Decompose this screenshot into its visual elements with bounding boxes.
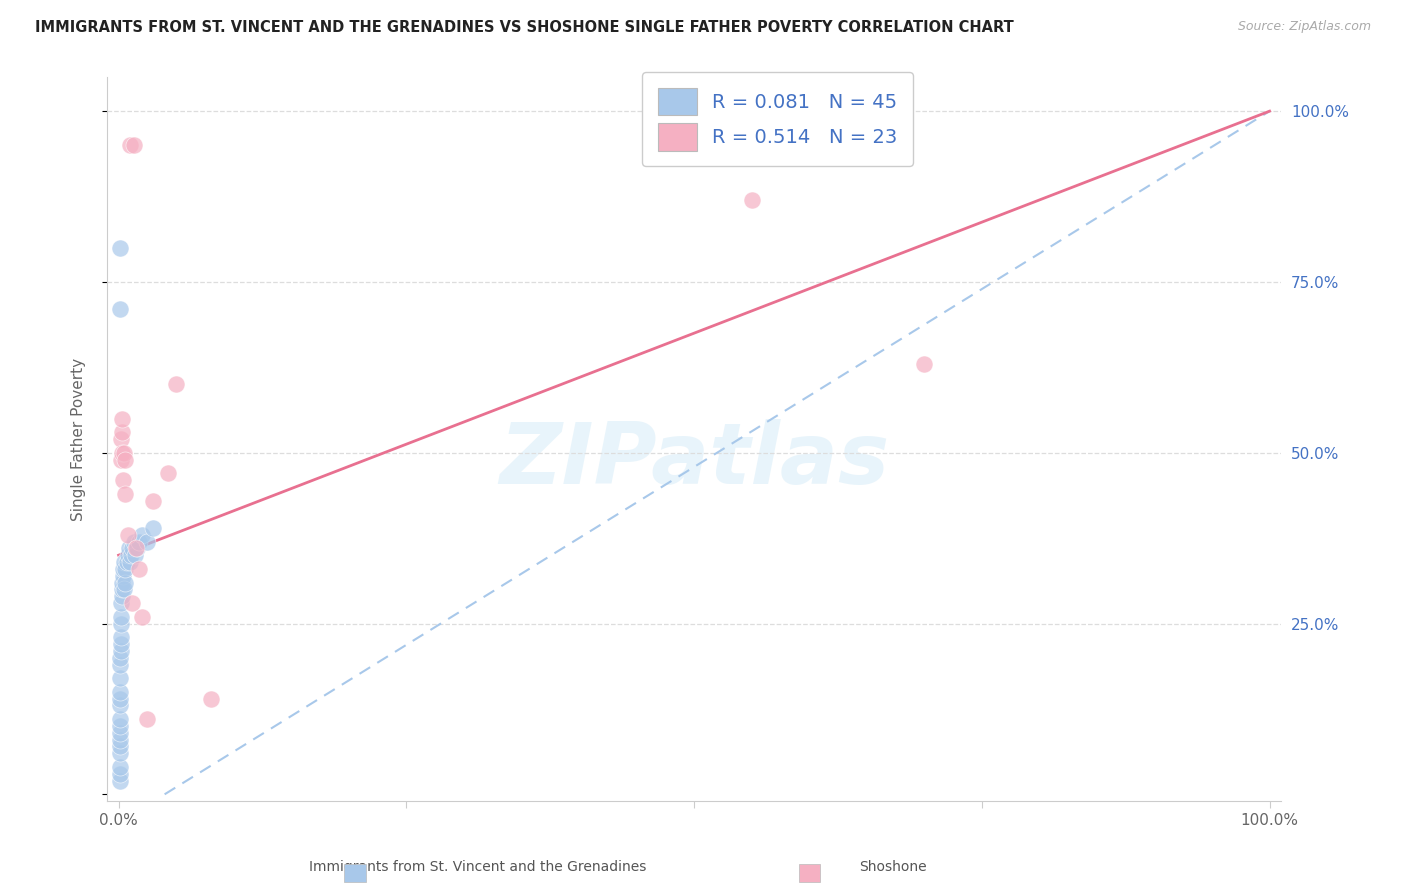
Point (136, 534, 159, 549)
Point (114, 575, 136, 590)
Point (121, 596, 143, 610)
Point (108, 739, 131, 754)
Point (120, 138, 142, 153)
Point (112, 568, 135, 582)
Point (114, 452, 136, 467)
Point (108, 732, 131, 747)
Point (108, 671, 131, 685)
Point (108, 241, 131, 255)
Point (128, 534, 150, 549)
Point (165, 377, 187, 392)
Point (108, 302, 131, 317)
Point (108, 773, 131, 788)
Point (120, 548, 142, 562)
Point (108, 685, 131, 699)
Point (131, 609, 153, 624)
Point (110, 630, 132, 644)
Point (108, 698, 131, 713)
Point (120, 555, 142, 569)
Point (114, 562, 136, 576)
Point (110, 432, 132, 446)
Point (110, 452, 132, 467)
Point (108, 691, 131, 706)
Point (108, 726, 131, 740)
Text: Shoshone: Shoshone (859, 860, 927, 874)
Point (112, 582, 135, 597)
Point (128, 562, 150, 576)
Point (111, 589, 134, 603)
Point (131, 527, 153, 541)
Point (108, 719, 131, 733)
Point (108, 747, 131, 761)
Point (122, 138, 145, 153)
Point (111, 446, 134, 460)
Point (111, 411, 134, 425)
Point (912, 357, 935, 371)
Point (121, 541, 143, 556)
Text: ZIPatlas: ZIPatlas (499, 419, 889, 502)
Text: Source: ZipAtlas.com: Source: ZipAtlas.com (1237, 20, 1371, 33)
Point (110, 616, 132, 631)
Point (114, 486, 136, 500)
Point (108, 760, 131, 774)
Point (157, 467, 180, 481)
Point (122, 534, 145, 549)
Point (111, 582, 134, 597)
Point (108, 712, 131, 726)
Point (136, 712, 159, 726)
Point (111, 425, 134, 440)
Point (110, 637, 132, 651)
Point (112, 473, 135, 487)
Point (741, 193, 763, 207)
Point (112, 555, 135, 569)
Point (115, 555, 138, 569)
Point (110, 609, 132, 624)
Text: IMMIGRANTS FROM ST. VINCENT AND THE GRENADINES VS SHOSHONE SINGLE FATHER POVERTY: IMMIGRANTS FROM ST. VINCENT AND THE GREN… (35, 20, 1014, 35)
Point (112, 446, 135, 460)
Point (111, 575, 134, 590)
Point (142, 521, 165, 535)
Point (200, 691, 222, 706)
Text: Immigrants from St. Vincent and the Grenadines: Immigrants from St. Vincent and the Gren… (309, 860, 647, 874)
Point (108, 657, 131, 672)
Point (108, 766, 131, 780)
Point (110, 596, 132, 610)
Point (125, 541, 148, 556)
Point (124, 548, 146, 562)
Point (142, 493, 165, 508)
Point (117, 548, 139, 562)
Point (125, 541, 148, 556)
Legend: R = 0.081   N = 45, R = 0.514   N = 23: R = 0.081 N = 45, R = 0.514 N = 23 (643, 72, 914, 166)
Point (108, 650, 131, 665)
Point (112, 562, 135, 576)
Point (118, 541, 141, 556)
Point (110, 644, 132, 658)
Y-axis label: Single Father Poverty: Single Father Poverty (72, 358, 86, 521)
Point (117, 527, 139, 541)
